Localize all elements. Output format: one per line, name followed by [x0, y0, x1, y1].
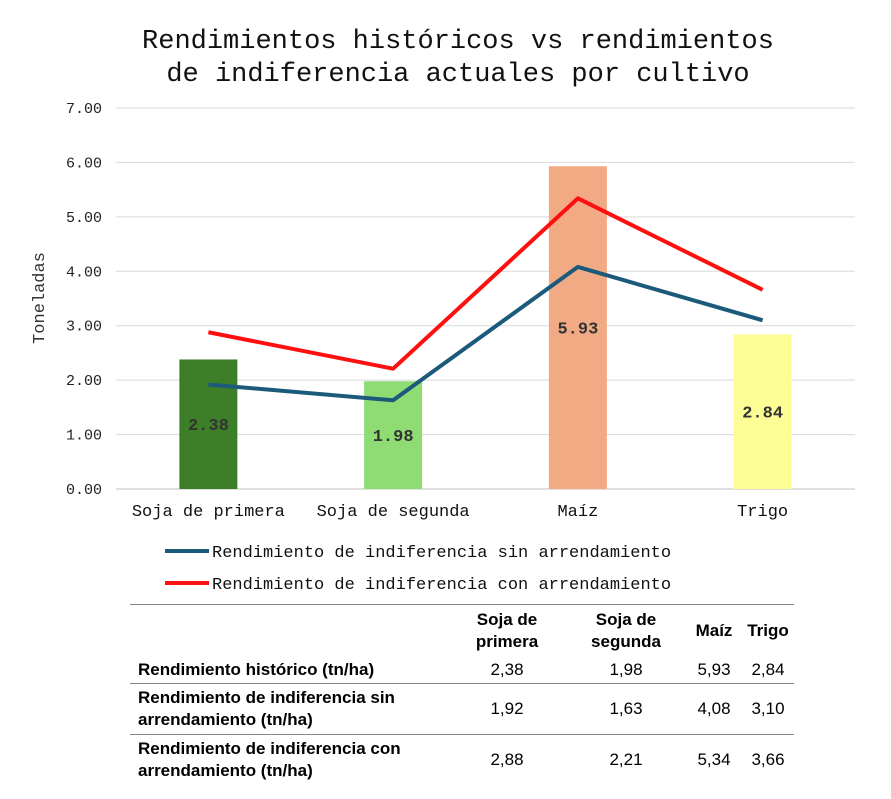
chart-title: Rendimientos históricos vs rendimientos … — [142, 27, 774, 90]
chart: Rendimientos históricos vs rendimientos … — [31, 27, 855, 595]
x-category-label: Soja de primera — [132, 503, 285, 522]
legend-label: Rendimiento de indiferencia con arrendam… — [212, 576, 671, 595]
bar — [733, 334, 792, 489]
bars — [179, 166, 792, 489]
table-row-label: Rendimiento de indiferencia con arrendam… — [138, 739, 401, 780]
y-tick-label: 6.00 — [66, 155, 102, 172]
y-tick-label: 7.00 — [66, 101, 102, 118]
table-row-label: Rendimiento histórico (tn/ha) — [138, 660, 375, 679]
table-header-text: Soja de segunda — [591, 610, 661, 651]
table-header-cell: Soja de segunda — [566, 605, 686, 658]
y-tick-label: 4.00 — [66, 264, 102, 281]
y-tick-label: 0.00 — [66, 482, 102, 499]
data-label: 5.93 — [557, 321, 598, 340]
table-header-row: Soja de primera Soja de segunda Maíz Tri… — [130, 604, 794, 658]
data-table: Soja de primera Soja de segunda Maíz Tri… — [130, 604, 794, 785]
table-header-cell: Maíz — [686, 605, 742, 658]
y-tick-label: 5.00 — [66, 210, 102, 227]
legend-label: Rendimiento de indiferencia sin arrendam… — [212, 544, 671, 563]
chart-title-line-2: de indiferencia actuales por cultivo — [166, 60, 749, 90]
data-label: 1.98 — [373, 428, 414, 447]
table-cell: 3,66 — [751, 750, 785, 769]
table-header-text: Trigo — [747, 621, 789, 640]
table-cell: 2,38 — [490, 660, 524, 679]
y-tick-label: 2.00 — [66, 373, 102, 390]
table-row-label: Rendimiento de indiferencia sin arrendam… — [138, 688, 395, 729]
table-cell: 5,34 — [697, 750, 731, 769]
table-cell: 1,92 — [490, 699, 524, 718]
y-axis-label: Toneladas — [31, 252, 50, 344]
table-header-text: Maíz — [695, 621, 733, 640]
x-category-label: Soja de segunda — [317, 503, 470, 522]
table-header-cell: Trigo — [742, 605, 794, 658]
bar — [179, 359, 238, 489]
chart-title-line-1: Rendimientos históricos vs rendimientos — [142, 27, 774, 57]
x-axis-categories: Soja de primera Soja de segunda Maíz Trigo — [132, 503, 788, 522]
lines — [207, 196, 764, 403]
table-row: Rendimiento de indiferencia sin arrendam… — [130, 683, 794, 735]
y-tick-label: 1.00 — [66, 428, 102, 445]
table-cell: 4,08 — [697, 699, 731, 718]
data-label: 2.84 — [742, 405, 783, 424]
table-cell: 1,98 — [609, 660, 643, 679]
legend: Rendimiento de indiferencia sin arrendam… — [165, 544, 671, 595]
table-cell: 2,84 — [751, 660, 785, 679]
table-row: Rendimiento histórico (tn/ha) 2,38 1,98 … — [130, 657, 794, 684]
table-header-text: Soja de primera — [475, 610, 539, 651]
table-header-cell: Soja de primera — [448, 605, 566, 658]
table-row: Rendimiento de indiferencia con arrendam… — [130, 734, 794, 786]
table-corner-cell — [130, 605, 448, 658]
series-line — [207, 196, 764, 371]
table-cell: 1,63 — [609, 699, 643, 718]
table-cell: 2,88 — [490, 750, 524, 769]
x-category-label: Maíz — [557, 503, 598, 522]
table-cell: 5,93 — [697, 660, 731, 679]
y-tick-label: 3.00 — [66, 319, 102, 336]
table-cell: 3,10 — [751, 699, 785, 718]
data-labels: 2.38 1.98 5.93 2.84 — [188, 321, 783, 447]
table-cell: 2,21 — [609, 750, 643, 769]
series-line — [208, 264, 764, 403]
gridlines — [116, 107, 855, 490]
data-label: 2.38 — [188, 417, 229, 436]
y-axis-ticks: 0.00 1.00 2.00 3.00 4.00 5.00 6.00 7.00 — [66, 101, 102, 499]
x-category-label: Trigo — [737, 503, 788, 522]
bar — [548, 166, 607, 489]
